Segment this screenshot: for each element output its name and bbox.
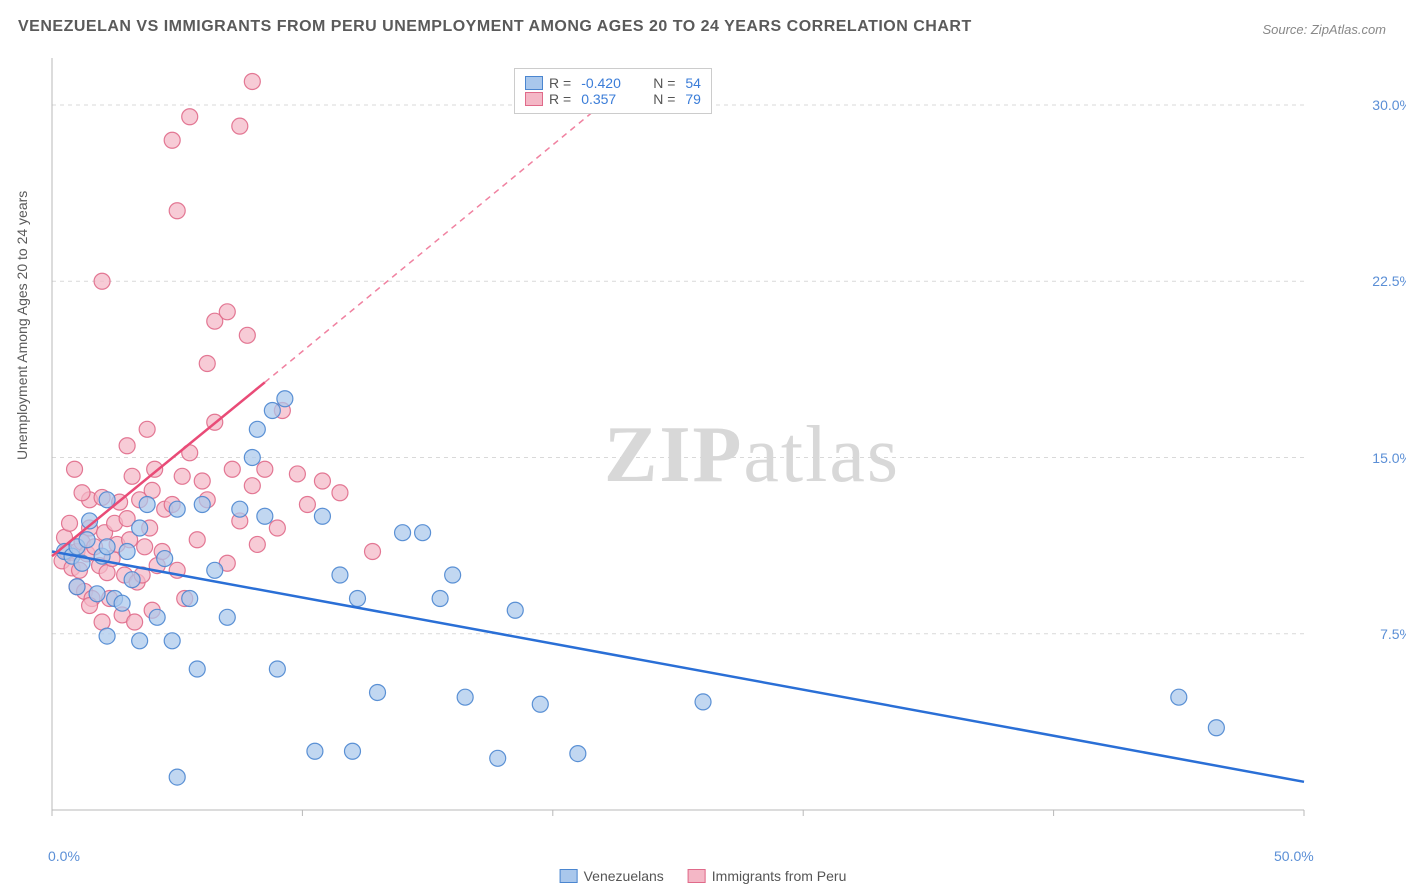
x-tick-label: 0.0% — [48, 848, 80, 864]
legend-swatch — [525, 76, 543, 90]
stat-r-label: R = — [549, 91, 571, 107]
legend-swatch — [688, 869, 706, 883]
legend-item: Immigrants from Peru — [688, 868, 847, 884]
stat-n-label: N = — [653, 91, 675, 107]
y-tick-label: 15.0% — [1372, 450, 1406, 466]
legend-swatch — [560, 869, 578, 883]
legend-item: Venezuelans — [560, 868, 664, 884]
source-attribution: Source: ZipAtlas.com — [1262, 22, 1386, 37]
watermark-rest: atlas — [743, 411, 900, 499]
stats-legend-row: R = -0.420 N = 54 — [525, 75, 701, 91]
stat-r-value: 0.357 — [581, 91, 637, 107]
stat-n-value: 79 — [685, 91, 701, 107]
legend-label: Venezuelans — [584, 868, 664, 884]
watermark-bold: ZIP — [604, 411, 743, 499]
y-tick-label: 7.5% — [1380, 626, 1406, 642]
stat-r-label: R = — [549, 75, 571, 91]
legend-label: Immigrants from Peru — [712, 868, 847, 884]
y-tick-label: 30.0% — [1372, 97, 1406, 113]
y-tick-label: 22.5% — [1372, 273, 1406, 289]
stat-n-value: 54 — [685, 75, 701, 91]
plot-area: ZIPatlas R =-0.420N =54R =0.357N =79 7.5… — [44, 50, 1364, 840]
chart-title: VENEZUELAN VS IMMIGRANTS FROM PERU UNEMP… — [18, 18, 972, 36]
watermark: ZIPatlas — [604, 410, 900, 501]
stat-r-value: -0.420 — [581, 75, 637, 91]
series-legend: Venezuelans Immigrants from Peru — [560, 868, 847, 884]
stats-legend-row: R = 0.357 N = 79 — [525, 91, 701, 107]
stats-legend: R = -0.420 N = 54 R = 0.357 N = 79 — [514, 68, 712, 114]
x-tick-label: 50.0% — [1274, 848, 1314, 864]
legend-swatch — [525, 92, 543, 106]
y-axis-label: Unemployment Among Ages 20 to 24 years — [14, 191, 30, 460]
stat-n-label: N = — [653, 75, 675, 91]
